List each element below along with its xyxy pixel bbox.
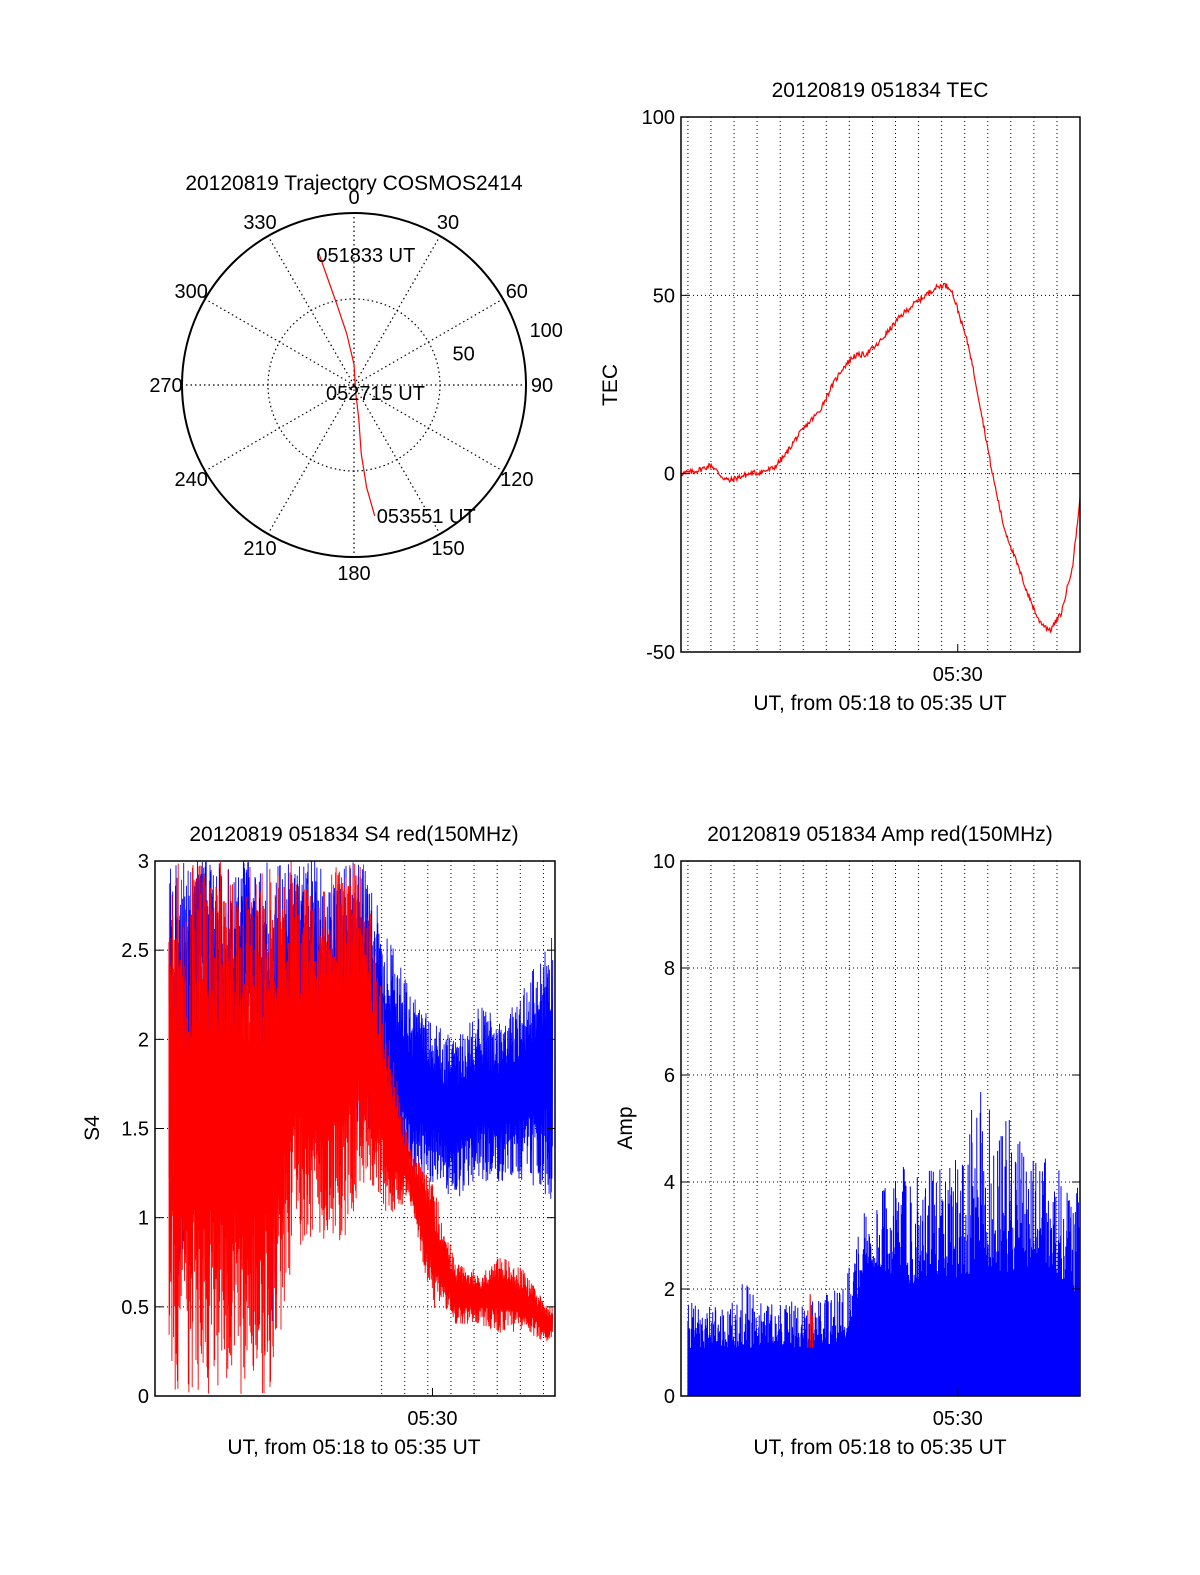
s4-ytick-label-1: 0.5 — [121, 1297, 149, 1319]
trajectory-annotation-end: 053551 UT — [377, 506, 476, 528]
trajectory-line — [317, 251, 376, 516]
s4-ytick-label-5: 2.5 — [121, 940, 149, 962]
amp-ytick-label-4: 8 — [664, 958, 675, 980]
amp-ytick-label-1: 2 — [664, 1279, 675, 1301]
amp-frame — [680, 860, 1081, 1397]
amp-xlabel: UT, from 05:18 to 05:35 UT — [753, 1436, 1006, 1459]
polar-angle-label-0: 0 — [348, 187, 359, 209]
s4-ytick-label-2: 1 — [138, 1208, 149, 1230]
amp-ytick-label-2: 4 — [664, 1172, 675, 1194]
s4-xlabel: UT, from 05:18 to 05:35 UT — [227, 1436, 480, 1459]
tec-ytick-label-0: -50 — [646, 642, 675, 664]
polar-radius-label-50: 50 — [452, 344, 474, 366]
s4-ytick-label-3: 1.5 — [121, 1119, 149, 1141]
polar-spoke-60 — [353, 298, 504, 386]
s4-ytick-label-4: 2 — [138, 1029, 149, 1051]
amp-xtick-label-0: 05:30 — [933, 1408, 983, 1430]
amp-ytick-label-0: 0 — [664, 1386, 675, 1408]
amp-ytick-label-3: 6 — [664, 1065, 675, 1087]
amp-plot: 20120819 051834 Amp red(150MHz) Amp UT, … — [614, 823, 1081, 1459]
polar-spoke-30 — [353, 235, 441, 386]
tec-ytick-label-1: 0 — [664, 464, 675, 486]
trajectory-annotation-mid: 052715 UT — [326, 383, 425, 405]
polar-angle-label-90: 90 — [531, 375, 553, 397]
polar-angle-label-330: 330 — [243, 212, 276, 234]
s4-ytick-label-6: 3 — [138, 851, 149, 873]
amp-ylabel: Amp — [614, 1106, 637, 1149]
tec-ylabel: TEC — [599, 364, 622, 406]
amp-ytick-label-5: 10 — [653, 851, 675, 873]
polar-spoke-300 — [204, 298, 355, 386]
trajectory-annotation-start: 051833 UT — [316, 245, 415, 267]
polar-spoke-150 — [353, 384, 441, 535]
polar-spoke-120 — [353, 384, 504, 472]
polar-angle-label-120: 120 — [500, 469, 533, 491]
tec-ytick-label-3: 100 — [642, 107, 675, 129]
tec-xlabel: UT, from 05:18 to 05:35 UT — [753, 692, 1006, 715]
polar-radius-label-100: 100 — [530, 320, 563, 342]
s4-series-red — [168, 861, 554, 1394]
polar-angle-labels: 0 30 60 90 120 150 180 210 240 270 300 330 — [149, 187, 553, 585]
tec-plot: 20120819 051834 TEC TEC UT, from 05:18 t… — [599, 79, 1081, 715]
trajectory-title: 20120819 Trajectory COSMOS2414 — [185, 172, 523, 195]
polar-radius-labels: 50 100 — [452, 320, 562, 366]
tec-title: 20120819 051834 TEC — [772, 79, 989, 102]
tec-frame — [680, 116, 1081, 653]
polar-grid — [181, 212, 527, 558]
s4-ytick-label-0: 0 — [138, 1386, 149, 1408]
polar-angle-label-300: 300 — [174, 281, 207, 303]
polar-spoke-240 — [204, 384, 355, 472]
polar-angle-label-210: 210 — [243, 538, 276, 560]
amp-title: 20120819 051834 Amp red(150MHz) — [707, 823, 1053, 846]
s4-plot: 20120819 051834 S4 red(150MHz) S4 UT, fr… — [81, 823, 556, 1459]
polar-spoke-210 — [267, 384, 355, 535]
polar-angle-label-150: 150 — [431, 538, 464, 560]
s4-ylabel: S4 — [81, 1115, 104, 1141]
tec-ytick-label-2: 50 — [653, 285, 675, 307]
trajectory-polar-plot: 20120819 Trajectory COSMOS2414 0 30 60 90 12… — [149, 172, 563, 585]
tec-series-line — [680, 282, 1081, 634]
polar-spoke-330 — [267, 235, 355, 386]
s4-xtick-label-0: 05:30 — [407, 1408, 457, 1430]
tec-xtick-label-0: 05:30 — [933, 664, 983, 686]
amp-series-bars — [687, 1092, 1080, 1396]
polar-angle-label-30: 30 — [437, 212, 459, 234]
trajectory-annotations: 051833 UT 052715 UT 053551 UT — [316, 245, 475, 528]
polar-angle-label-270: 270 — [149, 375, 182, 397]
s4-title: 20120819 051834 S4 red(150MHz) — [189, 823, 518, 846]
polar-angle-label-240: 240 — [174, 469, 207, 491]
polar-angle-label-60: 60 — [506, 281, 528, 303]
amp-series-red — [807, 1294, 814, 1348]
polar-angle-label-180: 180 — [337, 563, 370, 585]
